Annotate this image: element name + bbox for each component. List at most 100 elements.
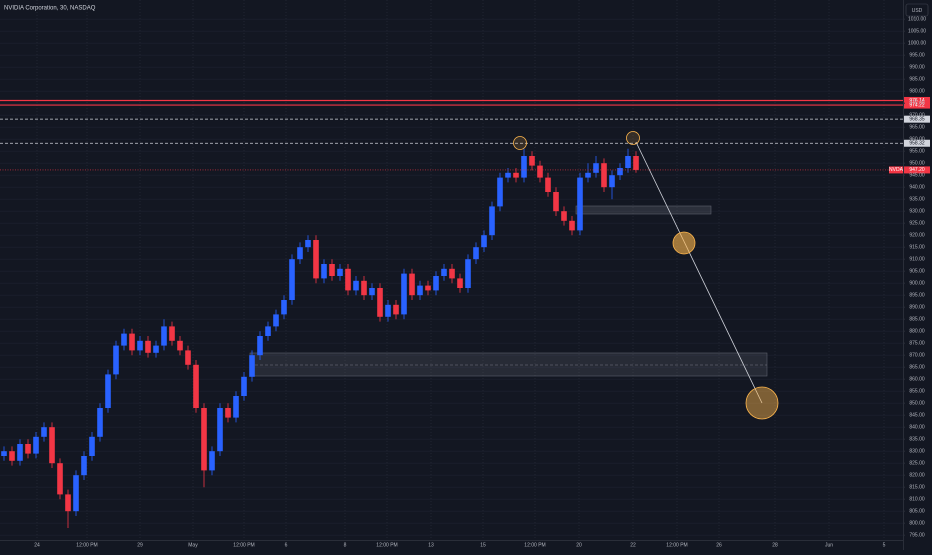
y-tick-label: 885.00 — [909, 317, 925, 323]
y-tick-label: 900.00 — [909, 281, 925, 287]
x-tick-label: 15 — [480, 542, 486, 548]
candle-body — [377, 288, 383, 317]
marker-circle — [626, 131, 640, 145]
candle-body — [353, 280, 359, 291]
chart-title: NVIDIA Corporation, 30, NASDAQ — [4, 6, 96, 12]
candle-body — [297, 247, 303, 260]
candle-body — [321, 264, 327, 279]
candle-body — [609, 175, 615, 188]
candle-body — [345, 268, 351, 291]
y-tick-label: 845.00 — [909, 413, 925, 419]
candle-body — [169, 326, 175, 341]
candle-body — [369, 288, 375, 296]
y-tick-label: 940.00 — [909, 185, 925, 191]
candle-body — [1, 451, 7, 456]
y-tick-label: 795.00 — [909, 533, 925, 539]
y-tick-label: 1010.00 — [908, 17, 926, 23]
candle-body — [473, 247, 479, 260]
candle-body — [449, 268, 455, 279]
candle-body — [185, 350, 191, 365]
candle-body — [497, 177, 503, 207]
y-tick-label: 805.00 — [909, 509, 925, 515]
candle-body — [553, 192, 559, 212]
candle-body — [289, 259, 295, 300]
candle-body — [121, 333, 127, 346]
axes: 795.00 800.00 805.00 810.00 815.00 820.00 825.… — [34, 17, 926, 549]
candle-body — [577, 177, 583, 231]
candle-body — [465, 259, 471, 288]
candle-body — [425, 285, 431, 291]
candle-body — [33, 436, 39, 454]
y-tick-label: 890.00 — [909, 305, 925, 311]
y-tick-label: 965.00 — [909, 125, 925, 131]
price-label: 947.20 — [909, 167, 925, 173]
y-tick-label: 880.00 — [909, 329, 925, 335]
candle-body — [433, 276, 439, 291]
candle-body — [241, 376, 247, 396]
y-tick-label: 855.00 — [909, 389, 925, 395]
candle-body — [489, 206, 495, 236]
candle-body — [257, 336, 263, 356]
y-tick-label: 925.00 — [909, 221, 925, 227]
grid — [0, 0, 903, 540]
x-tick-label: May — [188, 542, 198, 548]
candle-body — [233, 396, 239, 418]
support-zone — [575, 205, 712, 215]
price-label-box — [904, 101, 930, 109]
price-label-box — [904, 96, 930, 104]
currency-label: USD — [912, 8, 923, 14]
candle-body — [625, 156, 631, 168]
x-tick-label: 13 — [428, 542, 434, 548]
candle-body — [249, 355, 255, 377]
candle-body — [441, 268, 447, 276]
y-tick-label: 950.00 — [909, 161, 925, 167]
x-tick-label: 29 — [137, 542, 143, 548]
candle-body — [481, 235, 487, 248]
candle-body — [633, 156, 639, 170]
candle-body — [153, 345, 159, 353]
candle-body — [585, 172, 591, 178]
candle-body — [273, 314, 279, 327]
x-tick-label: 12:00 PM — [524, 542, 545, 548]
candle-body — [217, 408, 223, 452]
candle-body — [529, 156, 535, 166]
x-tick-label: Jun — [825, 542, 833, 548]
x-tick-label: 26 — [716, 542, 722, 548]
y-tick-label: 820.00 — [909, 473, 925, 479]
candle-body — [545, 177, 551, 192]
marker-circle — [513, 136, 527, 150]
candle-body — [161, 326, 167, 346]
currency-box[interactable] — [905, 3, 929, 17]
target-circle — [745, 386, 779, 420]
candle-body — [601, 163, 607, 188]
candle-body — [177, 340, 183, 351]
candle-body — [65, 494, 71, 512]
symbol-label: NVDA — [889, 167, 904, 173]
candle-body — [105, 374, 111, 408]
x-tick-label: 20 — [576, 542, 582, 548]
candle-body — [73, 475, 79, 512]
candle-body — [225, 408, 231, 418]
candle-body — [129, 333, 135, 351]
candle-body — [9, 451, 15, 461]
projection-line — [635, 141, 763, 404]
candle-body — [505, 172, 511, 178]
price-label: 958.32 — [909, 141, 925, 147]
y-tick-label: 850.00 — [909, 401, 925, 407]
candle-body — [145, 340, 151, 353]
x-tick-label: 12:00 PM — [666, 542, 687, 548]
y-tick-label: 825.00 — [909, 461, 925, 467]
candle-body — [417, 285, 423, 296]
candle-body — [569, 220, 575, 231]
candle-body — [329, 264, 335, 276]
y-tick-label: 865.00 — [909, 365, 925, 371]
price-label-box — [904, 139, 930, 147]
y-tick-label: 870.00 — [909, 353, 925, 359]
price-label: 976.14 — [909, 98, 925, 104]
candle-body — [385, 304, 391, 317]
price-label: 974.22 — [909, 102, 925, 108]
y-tick-label: 975.00 — [909, 101, 925, 107]
y-tick-label: 935.00 — [909, 197, 925, 203]
